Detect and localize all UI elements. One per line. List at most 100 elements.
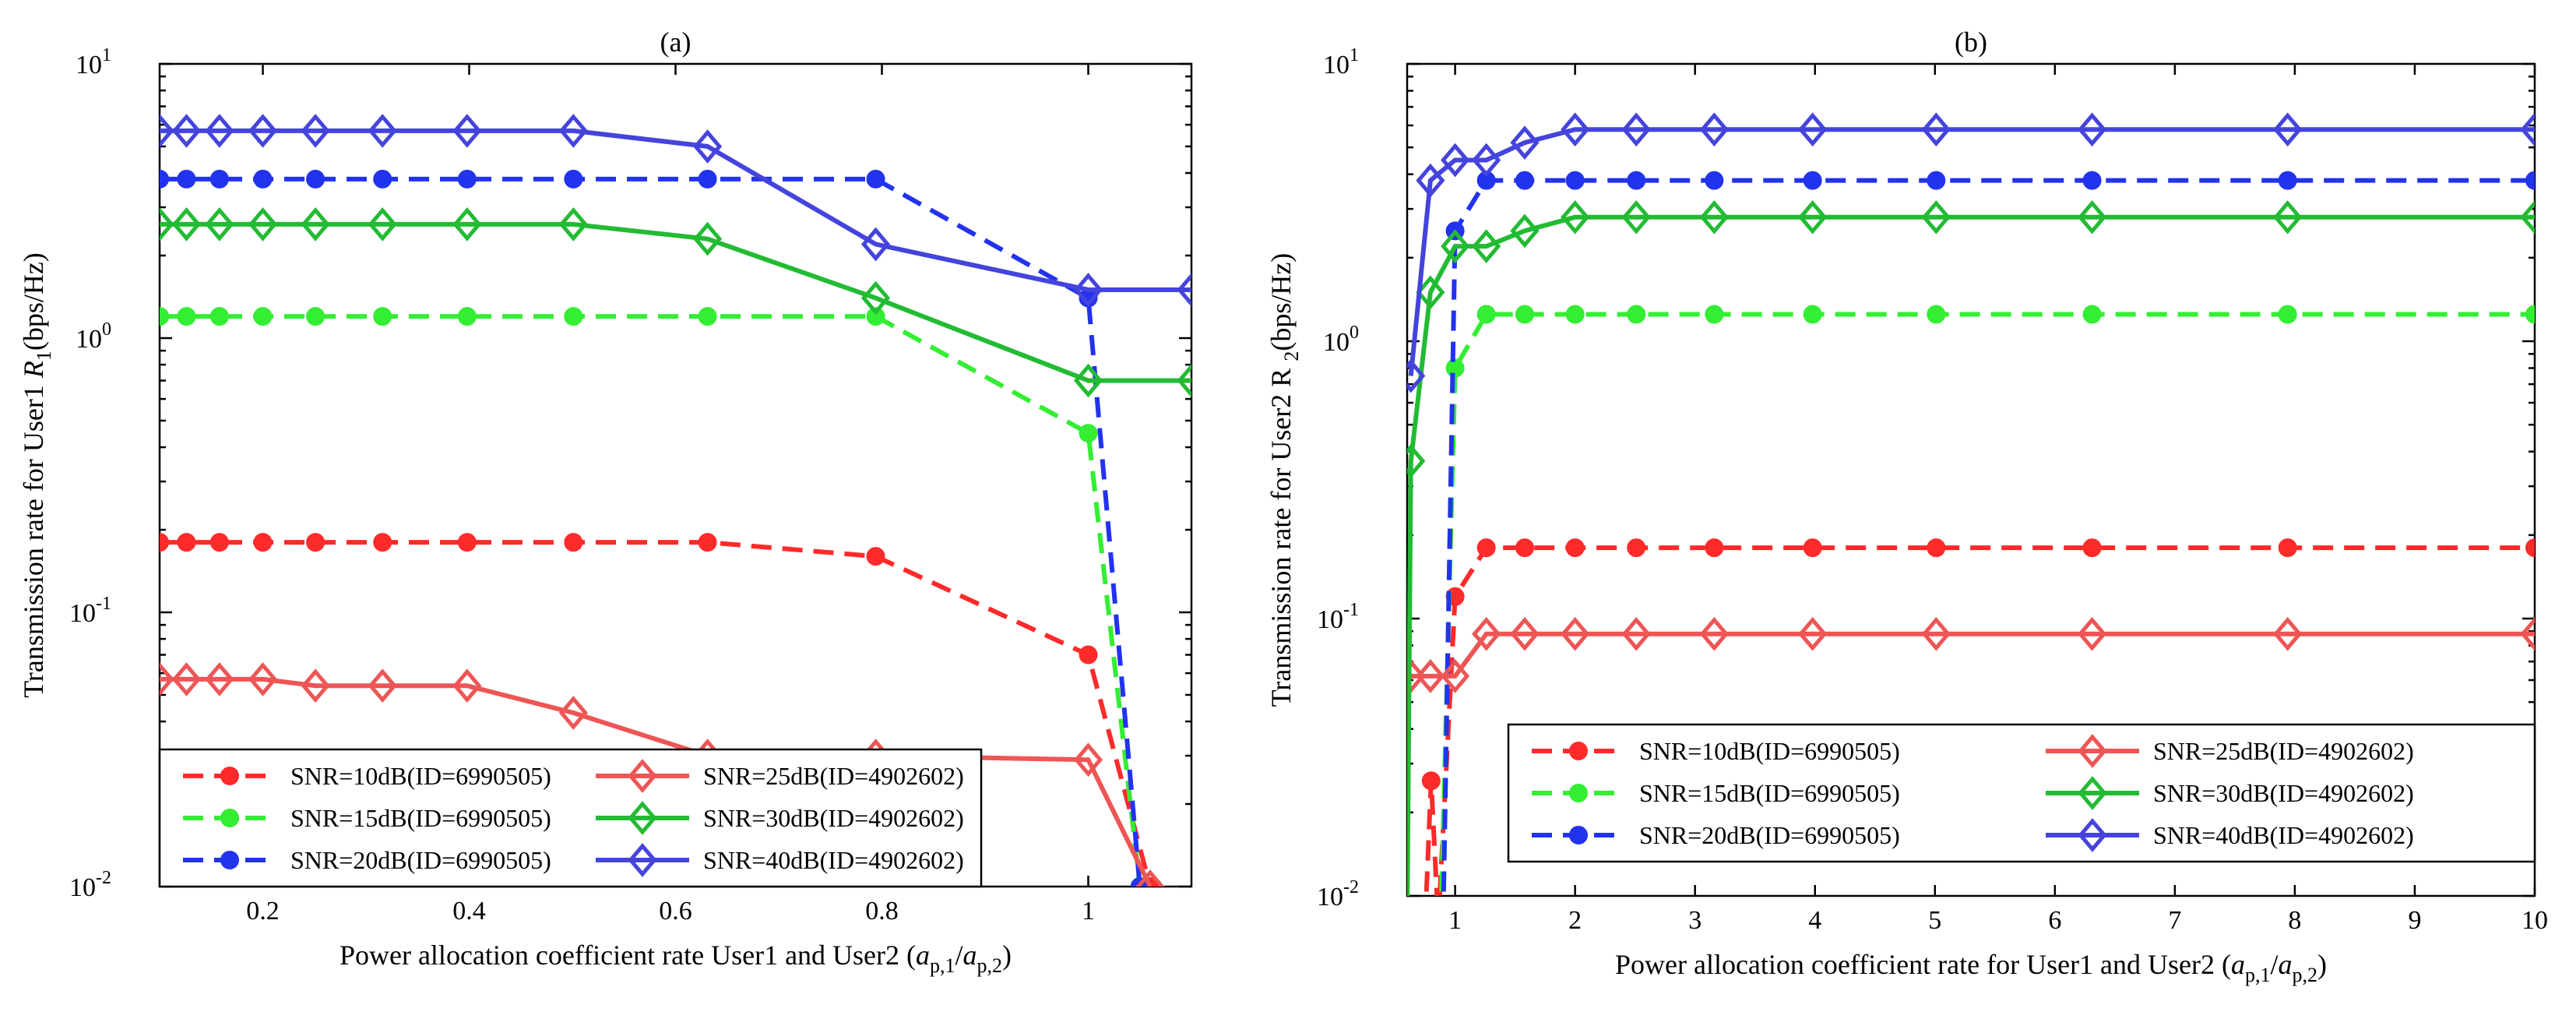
- series-1: [160, 533, 1160, 887]
- legend-marker: [2078, 734, 2107, 768]
- data-point: [1921, 112, 1951, 147]
- series-line: [160, 314, 1142, 887]
- data-point: [698, 533, 717, 552]
- data-point: [1476, 538, 1496, 558]
- data-point: [2273, 199, 2303, 234]
- data-point: [564, 169, 583, 189]
- data-point: [253, 307, 273, 326]
- data-point: [452, 114, 482, 148]
- series-4: [1407, 616, 2535, 693]
- data-point: [177, 169, 196, 189]
- data-point: [2078, 112, 2107, 147]
- legend-label: SNR=40dB(ID=4902602): [2153, 821, 2414, 849]
- data-point: [1798, 199, 1828, 234]
- data-point: [1798, 112, 1828, 147]
- data-point: [1416, 659, 1445, 693]
- data-point: [209, 169, 229, 189]
- data-point: [1441, 229, 1470, 263]
- series-6: [1407, 112, 2535, 393]
- data-point: [1510, 213, 1540, 249]
- data-point: [373, 533, 392, 552]
- data-point: [177, 307, 196, 326]
- data-point: [1621, 199, 1651, 234]
- data-point: [160, 114, 174, 148]
- data-point: [1079, 645, 1098, 665]
- x-tick-label: 1: [1082, 897, 1095, 926]
- data-point: [306, 307, 326, 326]
- legend: SNR=10dB(ID=6990505) SNR=15dB(ID=6990505)…: [158, 748, 983, 888]
- series-5: [1407, 199, 2535, 896]
- data-point: [171, 114, 202, 148]
- data-point: [1921, 199, 1951, 234]
- plot-area: [160, 114, 1191, 887]
- y-tick-label: 100: [76, 319, 111, 354]
- data-point: [1621, 616, 1651, 651]
- data-point: [205, 662, 234, 696]
- data-point: [248, 662, 278, 696]
- legend-marker: [628, 843, 657, 877]
- data-point: [2078, 616, 2107, 651]
- data-point: [160, 169, 169, 189]
- data-point: [1472, 143, 1501, 178]
- data-point: [205, 207, 234, 242]
- data-point: [2078, 199, 2107, 234]
- data-point: [1510, 125, 1540, 160]
- data-point: [2520, 616, 2535, 651]
- data-point: [2525, 171, 2535, 190]
- data-point: [205, 114, 234, 148]
- data-point: [248, 207, 278, 242]
- series-line: [160, 128, 1191, 293]
- data-point: [860, 280, 891, 316]
- data-point: [1073, 363, 1103, 398]
- data-point: [171, 207, 202, 242]
- data-point: [1472, 229, 1501, 263]
- legend-marker: [2078, 818, 2107, 852]
- data-point: [1441, 143, 1470, 178]
- data-point: [692, 129, 723, 164]
- legend-marker: [220, 809, 239, 827]
- series-line: [1423, 545, 2535, 896]
- data-point: [1565, 171, 1585, 190]
- x-tick-label: 4: [1808, 906, 1821, 935]
- legend-item: SNR=10dB(ID=6990505): [183, 762, 551, 790]
- legend-label: SNR=10dB(ID=6990505): [1639, 737, 1900, 765]
- x-tick-label: 0.8: [865, 897, 899, 926]
- legend-item: SNR=10dB(ID=6990505): [1532, 737, 1900, 765]
- data-point: [253, 533, 273, 552]
- data-point: [452, 668, 482, 703]
- x-axis-label: Power allocation coefficient rate for Us…: [1615, 949, 2327, 986]
- data-point: [1621, 112, 1651, 147]
- legend-item: SNR=15dB(ID=6990505): [183, 804, 551, 832]
- data-point: [1407, 443, 1426, 478]
- x-tick-label: 0.6: [659, 897, 692, 926]
- data-point: [209, 533, 229, 552]
- data-point: [1472, 616, 1501, 651]
- x-tick-label: 9: [2408, 906, 2421, 935]
- legend-label: SNR=10dB(ID=6990505): [290, 762, 551, 790]
- data-point: [2082, 538, 2102, 558]
- data-point: [452, 207, 482, 242]
- data-point: [1445, 358, 1465, 378]
- series-line: [1410, 631, 2535, 679]
- data-point: [2278, 305, 2297, 324]
- data-point: [1565, 538, 1585, 558]
- legend: SNR=10dB(ID=6990505) SNR=15dB(ID=6990505)…: [1507, 723, 2536, 863]
- x-tick-label: 7: [2168, 906, 2181, 935]
- data-point: [1416, 163, 1445, 198]
- legend-marker: [628, 801, 657, 835]
- chart-b: (b) 1 2 3 4 5 6 7 8 9 10 10-2 10-1 100 101 Power alloca…: [1265, 26, 2548, 986]
- y-tick-label: 10-1: [1317, 600, 1359, 634]
- legend-item: SNR=25dB(ID=4902602): [596, 759, 964, 793]
- data-point: [1073, 273, 1103, 307]
- series-2: [160, 307, 1149, 887]
- legend-item: SNR=20dB(ID=6990505): [183, 846, 551, 874]
- data-point: [1515, 171, 1534, 190]
- chart-title: (b): [1955, 26, 1987, 58]
- data-point: [564, 533, 583, 552]
- data-point: [1699, 616, 1729, 651]
- data-point: [558, 207, 588, 242]
- x-axis-label: Power allocation coefficient rate User1 …: [340, 940, 1012, 977]
- legend-item: SNR=40dB(ID=4902602): [2046, 818, 2414, 852]
- data-point: [1421, 771, 1441, 791]
- y-tick-label: 101: [1323, 45, 1359, 79]
